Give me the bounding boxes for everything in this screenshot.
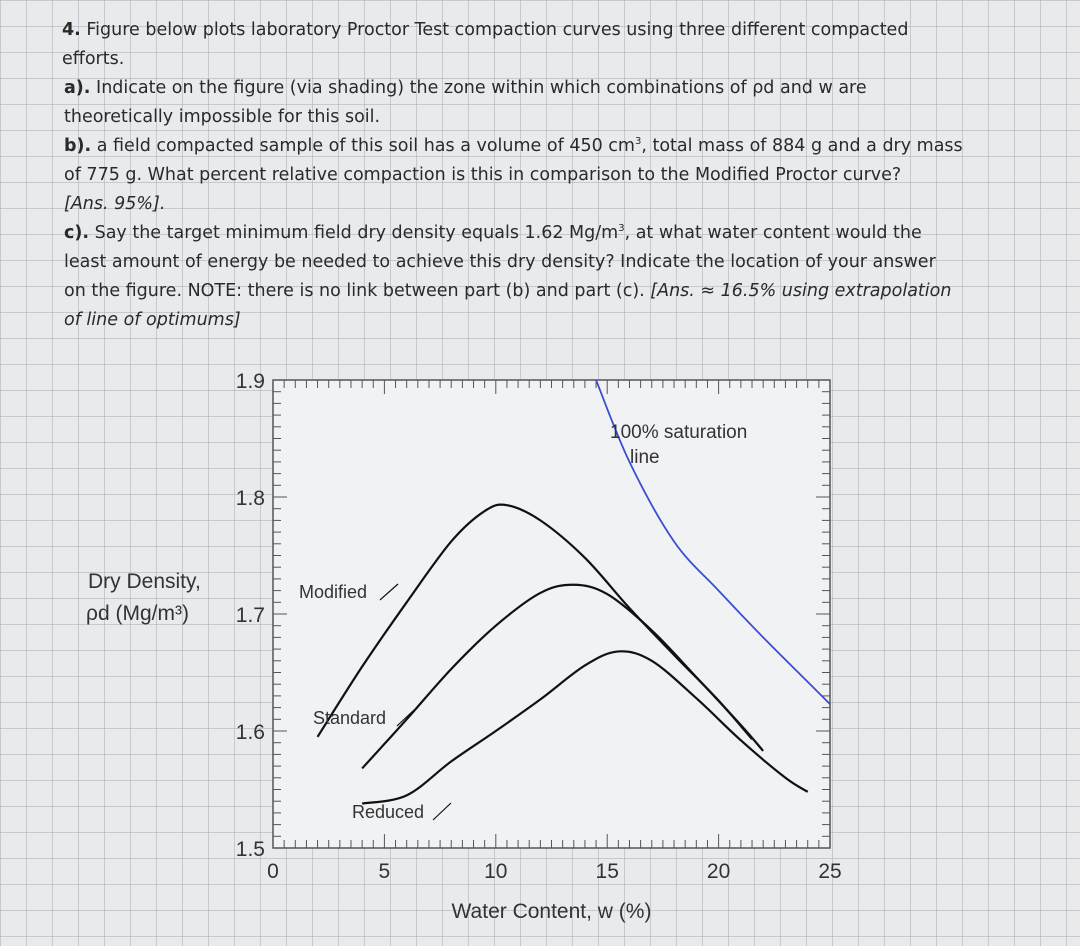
x-tick-label: 20 bbox=[707, 860, 730, 883]
part-b-line-1a: a field compacted sample of this soil ha… bbox=[91, 136, 635, 156]
modified-curve bbox=[316, 503, 753, 740]
standard-curve bbox=[361, 583, 764, 770]
x-tick-label: 5 bbox=[379, 860, 391, 883]
y-tick-label: 1.7 bbox=[236, 604, 265, 627]
y-tick-label: 1.6 bbox=[236, 721, 265, 744]
reduced-leader bbox=[432, 802, 452, 821]
x-tick-label: 25 bbox=[818, 860, 841, 883]
part-b-line-2: of 775 g. What percent relative compacti… bbox=[64, 165, 902, 185]
part-c-line-1a: Say the target minimum field dry density… bbox=[89, 223, 619, 243]
part-b-line-1b: , total mass of 884 g and a dry mass bbox=[641, 136, 963, 156]
y-tick-label: 1.5 bbox=[236, 838, 265, 861]
part-c-label: c). bbox=[64, 223, 90, 243]
part-b-label: b). bbox=[64, 136, 92, 156]
reduced-label: Reduced bbox=[352, 802, 424, 822]
part-c-line-3a: on the figure. NOTE: there is no link be… bbox=[64, 281, 651, 301]
part-b-superscript: 3 bbox=[634, 136, 642, 148]
standard-leader bbox=[396, 709, 415, 727]
y-tick-label: 1.9 bbox=[236, 370, 265, 393]
intro-line-2: efforts. bbox=[62, 49, 125, 69]
y-axis-title-line-1: Dry Density, bbox=[88, 570, 201, 593]
intro-line-1: Figure below plots laboratory Proctor Te… bbox=[80, 20, 909, 40]
reduced-curve bbox=[361, 650, 809, 805]
part-c-line-1b: , at what water content would the bbox=[624, 223, 922, 243]
part-c-line-2: least amount of energy be needed to achi… bbox=[64, 252, 936, 272]
question-number: 4. bbox=[62, 20, 81, 40]
part-a-label: a). bbox=[64, 78, 91, 98]
part-b-answer: [Ans. 95%]. bbox=[64, 194, 166, 214]
part-c-answer-start: [Ans. ≈ 16.5% using extrapolation bbox=[650, 281, 952, 301]
problem-text: 4. Figure below plots laboratory Proctor… bbox=[62, 16, 1037, 335]
x-axis-title: Water Content, w (%) bbox=[452, 900, 652, 923]
x-tick-label: 15 bbox=[596, 860, 619, 883]
part-a-line-1: Indicate on the figure (via shading) the… bbox=[90, 78, 867, 98]
question-intro: 4. Figure below plots laboratory Proctor… bbox=[62, 16, 1037, 74]
saturation-line bbox=[595, 379, 831, 705]
part-c: c). Say the target minimum field dry den… bbox=[62, 219, 1037, 335]
y-tick-label: 1.8 bbox=[236, 487, 265, 510]
plot-frame bbox=[272, 379, 831, 849]
y-axis-title-line-2: ρd (Mg/m³) bbox=[86, 602, 189, 625]
x-tick-label: 10 bbox=[484, 860, 507, 883]
modified-label: Modified bbox=[299, 582, 367, 602]
part-c-answer-end: of line of optimums] bbox=[64, 310, 241, 330]
part-c-superscript: 3 bbox=[618, 223, 625, 235]
modified-leader bbox=[379, 583, 399, 601]
part-a-line-2: theoretically impossible for this soil. bbox=[64, 107, 381, 127]
part-a: a). Indicate on the figure (via shading)… bbox=[62, 74, 1037, 132]
x-tick-label: 0 bbox=[267, 860, 279, 883]
part-b: b). a field compacted sample of this soi… bbox=[62, 132, 1037, 219]
standard-label: Standard bbox=[313, 708, 386, 728]
saturation-label-line-1: 100% saturation bbox=[610, 422, 747, 443]
saturation-label-line-2: line bbox=[630, 447, 660, 468]
